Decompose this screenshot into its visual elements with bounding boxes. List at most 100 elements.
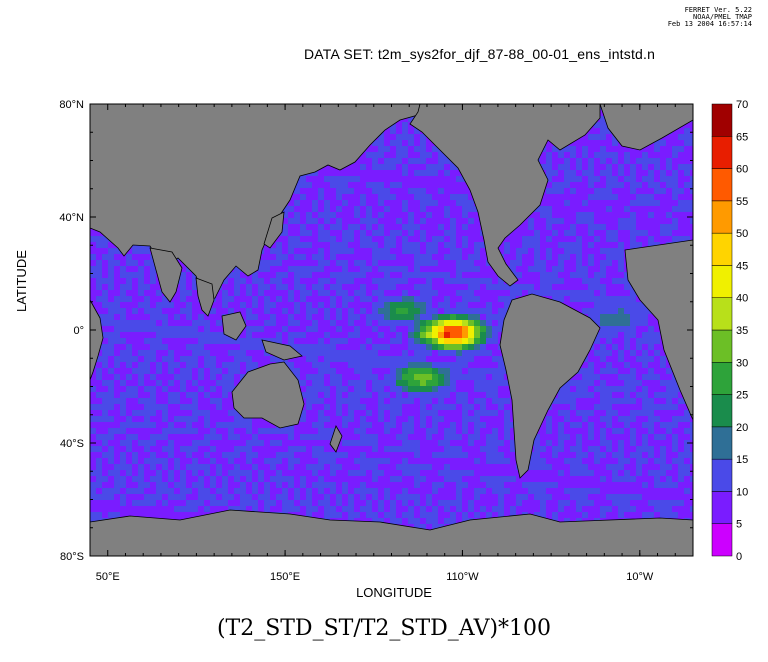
field-cell bbox=[618, 332, 624, 338]
field-cell bbox=[228, 356, 234, 362]
field-cell bbox=[576, 254, 582, 260]
field-cell bbox=[348, 398, 354, 404]
field-cell bbox=[330, 398, 336, 404]
field-cell bbox=[660, 212, 666, 218]
field-cell bbox=[432, 212, 438, 218]
field-cell bbox=[552, 266, 558, 272]
field-cell bbox=[372, 164, 378, 170]
field-cell bbox=[114, 266, 120, 272]
field-cell bbox=[432, 194, 438, 200]
field-cell bbox=[324, 392, 330, 398]
field-cell bbox=[582, 236, 588, 242]
field-cell bbox=[402, 170, 408, 176]
field-cell bbox=[612, 320, 618, 326]
field-cell bbox=[114, 272, 120, 278]
field-cell bbox=[276, 296, 282, 302]
field-cell bbox=[144, 314, 150, 320]
field-cell bbox=[582, 212, 588, 218]
field-cell bbox=[138, 392, 144, 398]
field-cell bbox=[492, 284, 498, 290]
field-cell bbox=[648, 338, 654, 344]
field-cell bbox=[582, 194, 588, 200]
field-cell bbox=[432, 158, 438, 164]
field-cell bbox=[462, 314, 468, 320]
field-cell bbox=[618, 218, 624, 224]
field-cell bbox=[114, 386, 120, 392]
field-cell bbox=[120, 290, 126, 296]
field-cell bbox=[306, 356, 312, 362]
field-cell bbox=[342, 356, 348, 362]
field-cell bbox=[276, 326, 282, 332]
field-cell bbox=[306, 260, 312, 266]
field-cell bbox=[402, 296, 408, 302]
field-cell bbox=[426, 344, 432, 350]
field-cell bbox=[210, 350, 216, 356]
field-cell bbox=[396, 332, 402, 338]
field-cell bbox=[486, 302, 492, 308]
field-cell bbox=[366, 302, 372, 308]
field-cell bbox=[642, 200, 648, 206]
field-cell bbox=[402, 278, 408, 284]
field-cell bbox=[570, 260, 576, 266]
field-cell bbox=[594, 386, 600, 392]
field-cell bbox=[522, 224, 528, 230]
field-cell bbox=[360, 164, 366, 170]
field-cell bbox=[336, 260, 342, 266]
field-cell bbox=[546, 278, 552, 284]
field-cell bbox=[120, 368, 126, 374]
field-cell bbox=[318, 374, 324, 380]
field-cell bbox=[594, 200, 600, 206]
field-cell bbox=[264, 248, 270, 254]
field-cell bbox=[174, 398, 180, 404]
field-cell bbox=[564, 164, 570, 170]
field-cell bbox=[108, 260, 114, 266]
field-cell bbox=[114, 302, 120, 308]
field-cell bbox=[480, 278, 486, 284]
field-cell bbox=[138, 266, 144, 272]
field-cell bbox=[198, 308, 204, 314]
field-cell bbox=[354, 260, 360, 266]
field-cell bbox=[114, 332, 120, 338]
field-cell bbox=[306, 254, 312, 260]
field-cell bbox=[408, 320, 414, 326]
field-cell bbox=[132, 338, 138, 344]
field-cell bbox=[690, 170, 693, 176]
field-cell bbox=[624, 218, 630, 224]
field-cell bbox=[588, 356, 594, 362]
field-cell bbox=[150, 308, 156, 314]
field-cell bbox=[444, 260, 450, 266]
field-cell bbox=[420, 194, 426, 200]
field-cell bbox=[450, 350, 456, 356]
field-cell bbox=[594, 314, 600, 320]
field-cell bbox=[468, 368, 474, 374]
field-cell bbox=[528, 242, 534, 248]
field-cell bbox=[660, 224, 666, 230]
field-cell bbox=[342, 284, 348, 290]
field-cell bbox=[486, 296, 492, 302]
field-cell bbox=[132, 374, 138, 380]
field-cell bbox=[396, 140, 402, 146]
field-cell bbox=[564, 290, 570, 296]
field-cell bbox=[456, 344, 462, 350]
field-cell bbox=[372, 254, 378, 260]
field-cell bbox=[660, 158, 666, 164]
field-cell bbox=[342, 170, 348, 176]
field-cell bbox=[138, 296, 144, 302]
field-cell bbox=[654, 356, 660, 362]
field-cell bbox=[624, 356, 630, 362]
field-cell bbox=[282, 332, 288, 338]
field-cell bbox=[330, 326, 336, 332]
field-cell bbox=[408, 140, 414, 146]
field-cell bbox=[288, 302, 294, 308]
field-cell bbox=[126, 272, 132, 278]
field-cell bbox=[288, 308, 294, 314]
field-cell bbox=[264, 350, 270, 356]
field-cell bbox=[468, 200, 474, 206]
field-cell bbox=[444, 392, 450, 398]
field-cell bbox=[432, 266, 438, 272]
field-cell bbox=[684, 194, 690, 200]
field-cell bbox=[666, 236, 672, 242]
field-cell bbox=[336, 350, 342, 356]
field-cell bbox=[432, 392, 438, 398]
field-cell bbox=[150, 272, 156, 278]
